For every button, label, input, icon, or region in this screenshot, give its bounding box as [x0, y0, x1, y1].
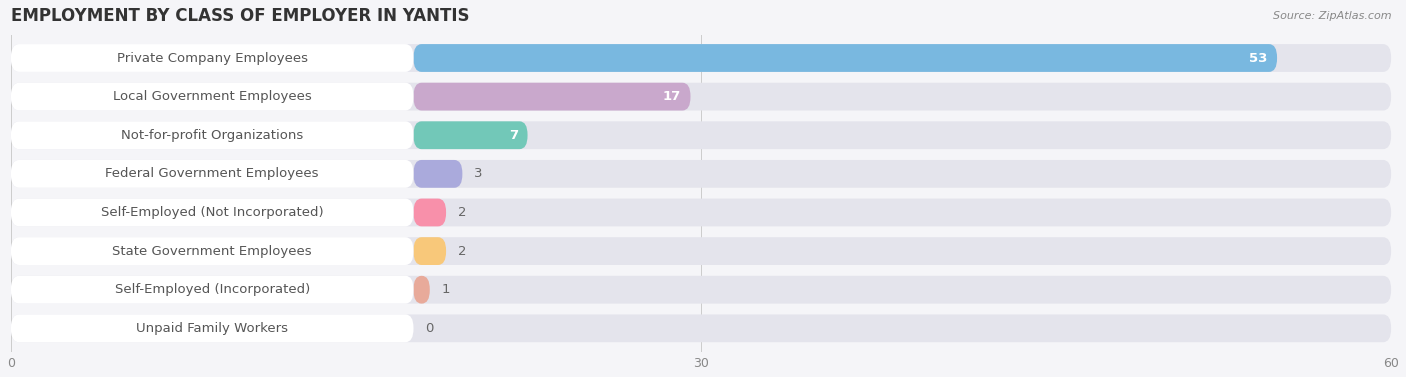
- FancyBboxPatch shape: [11, 121, 413, 149]
- Text: 0: 0: [425, 322, 433, 335]
- FancyBboxPatch shape: [11, 83, 1391, 110]
- FancyBboxPatch shape: [11, 237, 413, 265]
- Text: 1: 1: [441, 283, 450, 296]
- FancyBboxPatch shape: [11, 44, 1391, 72]
- FancyBboxPatch shape: [413, 121, 527, 149]
- FancyBboxPatch shape: [11, 83, 413, 110]
- FancyBboxPatch shape: [11, 314, 1391, 342]
- Text: EMPLOYMENT BY CLASS OF EMPLOYER IN YANTIS: EMPLOYMENT BY CLASS OF EMPLOYER IN YANTI…: [11, 7, 470, 25]
- Text: Private Company Employees: Private Company Employees: [117, 52, 308, 64]
- FancyBboxPatch shape: [11, 276, 1391, 303]
- Text: Federal Government Employees: Federal Government Employees: [105, 167, 319, 180]
- Text: 7: 7: [509, 129, 519, 142]
- FancyBboxPatch shape: [11, 199, 1391, 226]
- FancyBboxPatch shape: [11, 160, 413, 188]
- FancyBboxPatch shape: [11, 160, 1391, 188]
- Text: Source: ZipAtlas.com: Source: ZipAtlas.com: [1274, 11, 1392, 21]
- FancyBboxPatch shape: [11, 276, 413, 303]
- FancyBboxPatch shape: [413, 44, 1277, 72]
- Text: 17: 17: [664, 90, 682, 103]
- Text: State Government Employees: State Government Employees: [112, 245, 312, 257]
- Text: Self-Employed (Incorporated): Self-Employed (Incorporated): [115, 283, 309, 296]
- FancyBboxPatch shape: [413, 276, 430, 303]
- Text: 2: 2: [457, 245, 465, 257]
- FancyBboxPatch shape: [11, 237, 1391, 265]
- FancyBboxPatch shape: [413, 237, 446, 265]
- Text: Not-for-profit Organizations: Not-for-profit Organizations: [121, 129, 304, 142]
- Text: Unpaid Family Workers: Unpaid Family Workers: [136, 322, 288, 335]
- Text: 3: 3: [474, 167, 482, 180]
- Text: Local Government Employees: Local Government Employees: [112, 90, 312, 103]
- Text: Self-Employed (Not Incorporated): Self-Employed (Not Incorporated): [101, 206, 323, 219]
- FancyBboxPatch shape: [11, 44, 413, 72]
- FancyBboxPatch shape: [11, 121, 1391, 149]
- FancyBboxPatch shape: [11, 199, 413, 226]
- Text: 2: 2: [457, 206, 465, 219]
- FancyBboxPatch shape: [413, 83, 690, 110]
- Text: 53: 53: [1250, 52, 1268, 64]
- FancyBboxPatch shape: [11, 314, 413, 342]
- FancyBboxPatch shape: [413, 160, 463, 188]
- FancyBboxPatch shape: [413, 199, 446, 226]
